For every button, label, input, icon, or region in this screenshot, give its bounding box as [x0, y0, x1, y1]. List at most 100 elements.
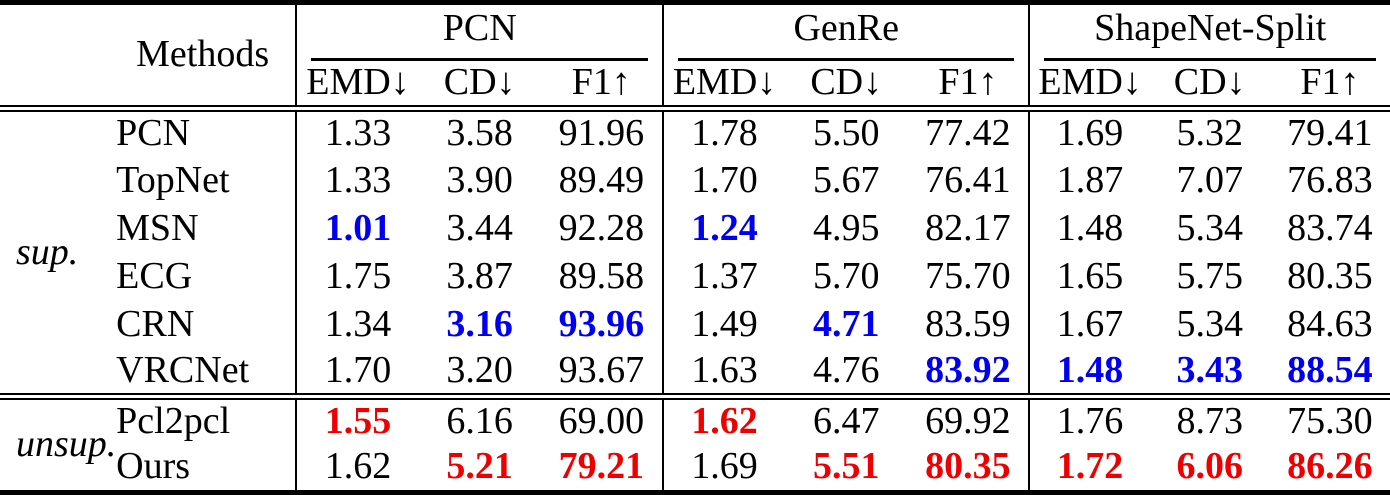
- metric-value: 4.76: [812, 348, 880, 391]
- metric-value: 1.65: [1028, 252, 1150, 301]
- metric-value: 8.73: [1149, 393, 1270, 445]
- metric-value: 93.67: [558, 348, 645, 391]
- metric-value: 80.35: [1287, 254, 1373, 297]
- metric-header: EMD↓: [295, 60, 419, 109]
- metric-value: 6.47: [785, 393, 908, 445]
- metric-value: 80.35: [925, 445, 1011, 488]
- section-supervised: sup. PCN 1.33 3.58 91.96 1.78 5.50 77.42…: [0, 105, 1390, 397]
- metric-header-row: EMD↓ CD↓ F1↑ EMD↓ CD↓ F1↑ EMD↓ CD↓ F1↑: [0, 60, 1390, 109]
- metric-value: 86.26: [1287, 445, 1373, 488]
- metric-value: 3.44: [446, 206, 513, 249]
- group-underline: [311, 57, 648, 61]
- metric-value: 1.76: [1028, 393, 1150, 445]
- group-underline: [677, 57, 1015, 61]
- metric-value: 5.70: [812, 254, 880, 297]
- method-name: MSN: [116, 206, 199, 249]
- metric-value: 83.74: [1287, 206, 1373, 249]
- metric-value: 1.87: [1028, 156, 1150, 205]
- metric-value: 6.16: [418, 393, 541, 445]
- method-name: Pcl2pcl: [100, 393, 297, 445]
- method-name: VRCNet: [116, 348, 250, 391]
- table-row: VRCNet 1.70 3.20 93.67 1.63 4.76 83.92 1…: [0, 348, 1390, 397]
- metric-value: 69.00: [540, 393, 663, 445]
- metric-value: 4.71: [812, 302, 880, 345]
- metric-value: 5.75: [1176, 254, 1243, 297]
- metric-value: 1.24: [661, 204, 786, 253]
- metric-header: EMD↓: [1028, 60, 1150, 109]
- metric-value: 1.75: [295, 252, 419, 301]
- metric-value: 3.43: [1176, 348, 1243, 391]
- method-name: CRN: [116, 302, 195, 345]
- metric-value: 77.42: [907, 105, 1030, 157]
- section-label-sup: sup.: [0, 105, 101, 397]
- table-row: sup. PCN 1.33 3.58 91.96 1.78 5.50 77.42…: [0, 105, 1390, 397]
- metric-value: 1.69: [661, 444, 786, 493]
- section-label-unsup: unsup.: [0, 393, 116, 493]
- metric-value: 75.70: [925, 254, 1011, 297]
- metric-header: EMD↓: [661, 60, 786, 109]
- table-header: Methods PCN GenRe ShapeNet-Split EMD↓ CD…: [0, 2, 1390, 109]
- table-row: ECG 1.75 3.87 89.58 1.37 5.70 75.70 1.65…: [0, 252, 1390, 301]
- metric-value: 1.34: [295, 300, 419, 349]
- metric-value: 91.96: [540, 105, 663, 157]
- metric-value: 1.70: [295, 348, 419, 397]
- group-header-label: ShapeNet-Split: [1094, 6, 1327, 49]
- metric-value: 1.62: [661, 393, 786, 445]
- table-row: CRN 1.34 3.16 93.96 1.49 4.71 83.59 1.67…: [0, 300, 1390, 349]
- group-header-row: Methods PCN GenRe ShapeNet-Split: [0, 2, 1390, 74]
- metric-value: 83.92: [925, 348, 1011, 391]
- table-row: unsup. Pcl2pcl 1.55 6.16 69.00 1.62 6.47…: [0, 393, 1390, 493]
- metric-value: 1.48: [1028, 204, 1150, 253]
- metric-value: 5.34: [1176, 206, 1243, 249]
- metric-value: 79.21: [558, 445, 645, 488]
- metric-value: 89.49: [558, 158, 645, 201]
- metric-value: 1.37: [661, 252, 786, 301]
- metric-value: 88.54: [1287, 348, 1373, 391]
- metric-value: 3.20: [446, 348, 513, 391]
- metric-value: 76.41: [925, 158, 1011, 201]
- metric-header: CD↓: [443, 60, 516, 103]
- metric-value: 1.33: [295, 156, 419, 205]
- group-header-genre: GenRe: [661, 2, 1030, 61]
- metric-value: 1.48: [1028, 348, 1150, 397]
- metric-value: 3.16: [446, 302, 513, 345]
- metric-value: 6.06: [1176, 445, 1243, 488]
- metric-value: 1.01: [295, 204, 419, 253]
- metric-header: F1↑: [938, 60, 998, 103]
- metric-value: 92.28: [558, 206, 645, 249]
- metric-value: 5.34: [1176, 302, 1243, 345]
- table-row: MSN 1.01 3.44 92.28 1.24 4.95 82.17 1.48…: [0, 204, 1390, 253]
- metric-value: 75.30: [1269, 393, 1390, 445]
- method-name: ECG: [116, 254, 193, 297]
- section-unsupervised: unsup. Pcl2pcl 1.55 6.16 69.00 1.62 6.47…: [0, 393, 1390, 493]
- metric-value: 69.92: [907, 393, 1030, 445]
- metric-value: 79.41: [1269, 105, 1390, 157]
- metric-value: 83.59: [925, 302, 1011, 345]
- metric-value: 5.32: [1149, 105, 1270, 157]
- group-header-label: GenRe: [793, 6, 899, 49]
- metric-header: F1↑: [571, 60, 631, 103]
- metric-value: 1.78: [661, 105, 786, 157]
- metric-value: 1.70: [661, 156, 786, 205]
- metric-value: 5.51: [812, 445, 880, 488]
- metric-header: CD↓: [810, 60, 883, 103]
- metric-value: 5.50: [785, 105, 908, 157]
- metric-value: 93.96: [558, 302, 645, 345]
- metric-value: 1.33: [295, 105, 419, 157]
- metric-value: 84.63: [1287, 302, 1373, 345]
- metric-value: 5.21: [446, 445, 513, 488]
- metric-value: 1.72: [1028, 444, 1150, 493]
- metric-value: 1.63: [661, 348, 786, 397]
- metric-header: CD↓: [1173, 60, 1246, 103]
- metric-value: 1.55: [295, 393, 419, 445]
- metric-header: F1↑: [1300, 60, 1360, 103]
- metric-value: 3.90: [446, 158, 513, 201]
- metric-value: 1.62: [295, 444, 419, 493]
- group-header-label: PCN: [442, 6, 517, 49]
- group-header-pcn: PCN: [295, 2, 663, 61]
- metric-value: 76.83: [1287, 158, 1373, 201]
- method-name: PCN: [100, 105, 297, 157]
- metric-value: 4.95: [812, 206, 880, 249]
- method-name: TopNet: [116, 158, 230, 201]
